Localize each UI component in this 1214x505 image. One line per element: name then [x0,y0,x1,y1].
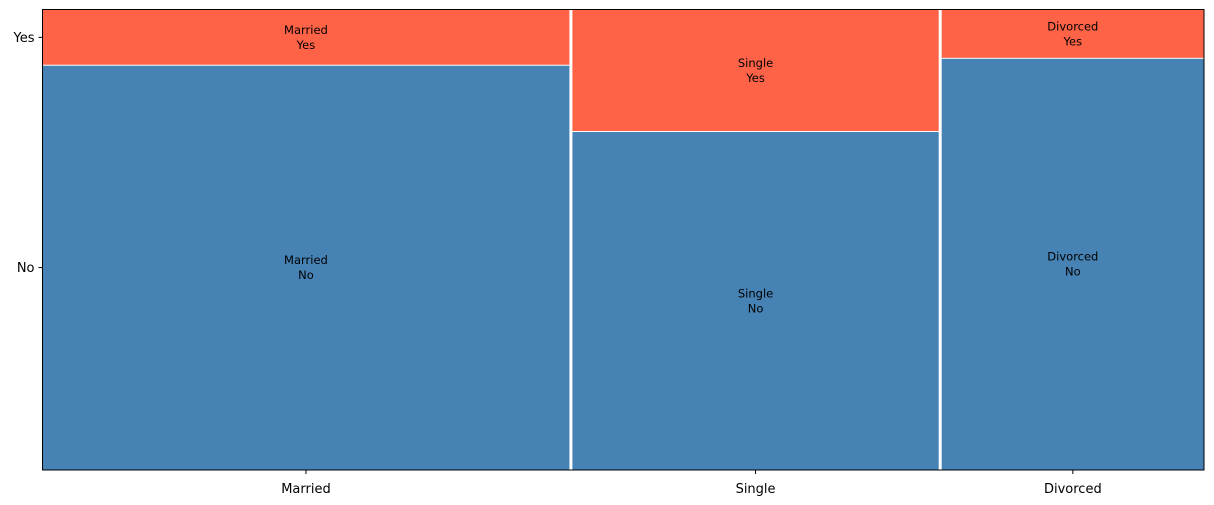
cell-divorced-yes [941,9,1204,58]
cell-labels: Married Yes Married No Single Yes Single No Divo… [284,19,1098,315]
cell-label-married-yes: Married Yes [284,23,328,52]
y-tick-label-no: No [17,261,35,276]
cell-label-married-no: Married No [284,253,328,282]
x-tick-label-divorced: Divorced [1044,482,1102,497]
plot-frame [42,9,1205,471]
cell-married-no [42,65,570,471]
cell-label-divorced-no: Divorced No [1047,250,1098,279]
mosaic-cells [42,9,1204,471]
cell-single-no [572,132,939,470]
x-axis: Married Single Divorced [281,470,1102,497]
x-tick-label-married: Married [281,482,331,497]
cell-divorced-no [941,58,1204,471]
y-tick-label-yes: Yes [13,31,35,46]
y-axis: No Yes [13,31,43,276]
cell-single-yes [572,9,939,132]
x-tick-label-single: Single [736,482,776,497]
cell-label-divorced-yes: Divorced Yes [1047,19,1098,48]
cell-married-yes [42,9,570,65]
cell-label-single-no: Single No [738,286,773,315]
cell-label-single-yes: Single Yes [738,56,773,85]
